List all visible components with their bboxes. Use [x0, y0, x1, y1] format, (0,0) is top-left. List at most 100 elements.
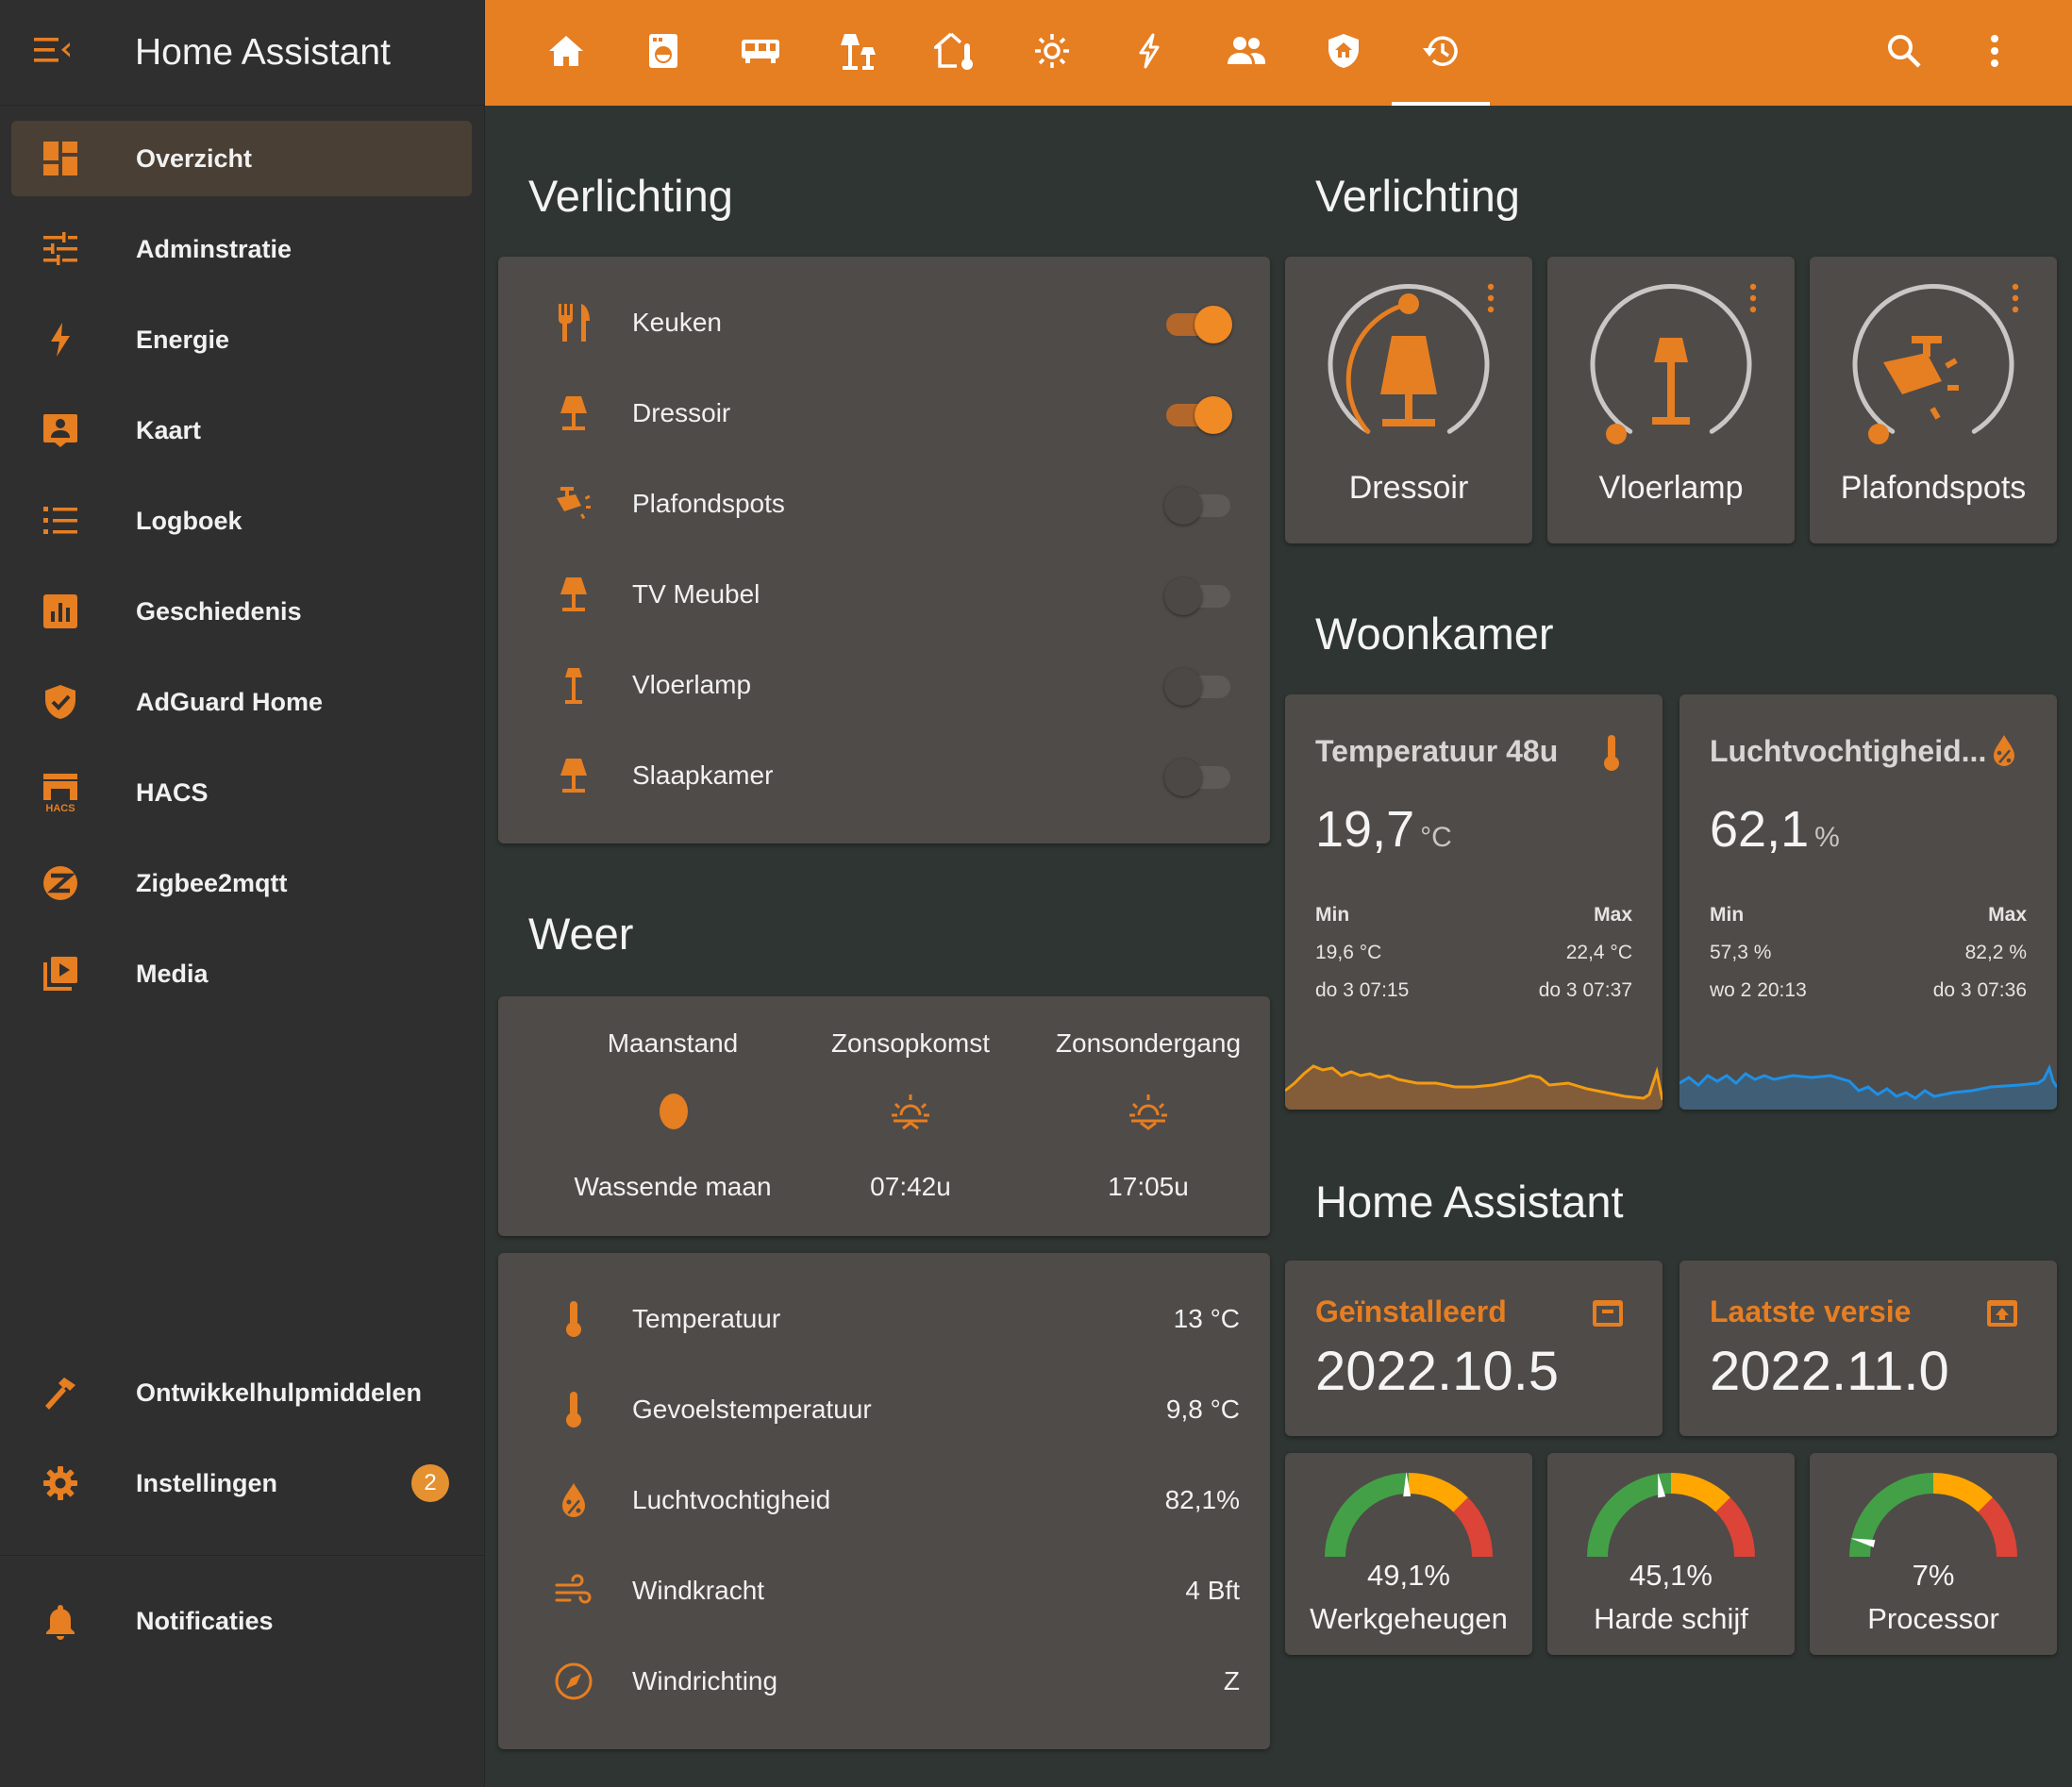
brightness-dial[interactable]	[1810, 257, 2057, 464]
toggle-switch[interactable]	[1164, 485, 1232, 525]
search-icon	[1885, 32, 1923, 75]
gauge-segment	[1587, 1473, 1672, 1558]
sidebar-item-notificaties[interactable]: Notificaties	[11, 1583, 472, 1659]
gauge-needle	[1403, 1472, 1412, 1497]
light-tile-vloerlamp[interactable]: Vloerlamp	[1547, 257, 1795, 543]
more-vertical-icon[interactable]	[1749, 283, 1757, 318]
sidebar-item-label: HACS	[136, 777, 209, 807]
glance-label: Zonsondergang	[1055, 1028, 1242, 1058]
brightness-dial[interactable]	[1547, 257, 1795, 464]
more-vertical-icon[interactable]	[1487, 283, 1495, 318]
gauge-dial	[1587, 1473, 1755, 1558]
menu-toggle-button[interactable]	[0, 0, 106, 106]
version-card-latest[interactable]: Laatste versie 2022.11.0	[1679, 1261, 2057, 1436]
sidebar-item-adguard-home[interactable]: AdGuard Home	[11, 664, 472, 740]
tab-sun[interactable]	[1003, 0, 1101, 106]
weather-glance-card: Maanstand Wassende maan Zonsopkomst 07:4…	[498, 996, 1270, 1236]
home-icon	[547, 32, 585, 75]
entity-name: Gevoelstemperatuur	[632, 1395, 872, 1424]
light-tile-dressoir[interactable]: Dressoir	[1285, 257, 1532, 543]
entity-row-gevoelstemperatuur[interactable]: Gevoelstemperatuur 9,8 °C	[498, 1364, 1270, 1455]
sidebar-item-energie[interactable]: Energie	[11, 302, 472, 377]
sidebar-item-adminstratie[interactable]: Adminstratie	[11, 211, 472, 287]
gauge-needle	[1850, 1538, 1876, 1547]
toggle-switch[interactable]	[1164, 666, 1232, 706]
entity-row-vloerlamp[interactable]: Vloerlamp	[498, 640, 1270, 730]
toggle-switch[interactable]	[1164, 757, 1232, 796]
entity-row-plafondspots[interactable]: Plafondspots	[498, 459, 1270, 549]
gear-icon	[19, 1464, 102, 1502]
entity-row-windrichting[interactable]: Windrichting Z	[498, 1636, 1270, 1727]
entity-row-keuken[interactable]: Keuken	[498, 277, 1270, 368]
sidebar-item-overzicht[interactable]: Overzicht	[11, 121, 472, 196]
sidebar-item-kaart[interactable]: Kaart	[11, 392, 472, 468]
toggle-switch[interactable]	[1164, 576, 1232, 615]
glance-label: Zonsopkomst	[830, 1028, 991, 1058]
sidebar-item-label: Media	[136, 959, 209, 988]
menu-open-icon	[34, 35, 72, 70]
sensor-card-temperatuur[interactable]: Temperatuur 48u 19,7 °C Min 19,6 °C do 3 07…	[1285, 694, 1663, 1110]
entity-row-temperatuur[interactable]: Temperatuur 13 °C	[498, 1274, 1270, 1364]
entity-name: TV Meubel	[632, 579, 760, 609]
water-percent-icon	[1989, 732, 2019, 775]
entity-row-tv-meubel[interactable]: TV Meubel	[498, 549, 1270, 640]
sidebar-item-media[interactable]: Media	[11, 936, 472, 1011]
sidebar-item-zigbee2mqtt[interactable]: Zigbee2mqtt	[11, 845, 472, 921]
compass-icon	[536, 1661, 611, 1702]
gauge-needle	[1658, 1473, 1666, 1498]
glance-value: 17:05u	[1108, 1172, 1189, 1201]
entity-value: 82,1%	[1164, 1485, 1240, 1514]
tab-washing-machine[interactable]	[614, 0, 712, 106]
more-vertical-icon[interactable]	[2012, 283, 2019, 318]
entity-value: 4 Bft	[1185, 1576, 1240, 1605]
water-percent-icon	[536, 1479, 611, 1521]
section-title-verlichting-right: Verlichting	[1315, 171, 1520, 221]
glance-label: Maanstand	[607, 1028, 739, 1058]
entity-value: 13 °C	[1173, 1304, 1240, 1333]
toggle-switch[interactable]	[1164, 394, 1232, 434]
sidebar-item-instellingen[interactable]: Instellingen 2	[11, 1445, 472, 1521]
entity-row-slaapkamer[interactable]: Slaapkamer	[498, 730, 1270, 821]
sidebar-item-label: AdGuard Home	[136, 687, 324, 716]
tab-home[interactable]	[517, 0, 615, 106]
tab-security[interactable]	[1295, 0, 1393, 106]
hammer-icon	[19, 1374, 102, 1411]
sidebar-item-hacs[interactable]: HACS HACS	[11, 755, 472, 830]
tab-kitchen[interactable]	[711, 0, 810, 106]
toggle-switch[interactable]	[1164, 304, 1232, 343]
tab-people[interactable]	[1197, 0, 1295, 106]
moon-icon	[555, 1091, 791, 1132]
light-tile-name: Plafondspots	[1840, 470, 2027, 506]
gauge-card-processor[interactable]: 7% Processor	[1810, 1453, 2057, 1655]
tab-lights[interactable]	[809, 0, 907, 106]
gauge-segment	[1408, 1473, 1468, 1512]
version-card-installed[interactable]: Geïnstalleerd 2022.10.5	[1285, 1261, 1663, 1436]
more-options-button[interactable]	[1949, 0, 2040, 106]
entity-row-luchtvochtigheid[interactable]: Luchtvochtigheid 82,1%	[498, 1455, 1270, 1545]
sensor-card-luchtvochtigheid[interactable]: Luchtvochtigheid... 62,1% Min 57,3 % wo 2 …	[1679, 694, 2057, 1110]
sidebar-item-label: Ontwikkelhulpmiddelen	[136, 1378, 423, 1407]
light-tile-plafondspots[interactable]: Plafondspots	[1810, 257, 2057, 543]
sidebar-item-logboek[interactable]: Logboek	[11, 483, 472, 559]
gauge-card-harde-schijf[interactable]: 45,1% Harde schijf	[1547, 1453, 1795, 1655]
history-icon	[1420, 32, 1462, 75]
entity-name: Windrichting	[632, 1666, 778, 1695]
gauge-value: 7%	[1912, 1559, 1955, 1592]
tab-climate[interactable]	[906, 0, 1004, 106]
gauge-segment	[1670, 1473, 1730, 1512]
sidebar-item-label: Adminstratie	[136, 234, 292, 263]
section-title-weer: Weer	[528, 909, 634, 959]
brightness-dial[interactable]	[1285, 257, 1532, 464]
search-button[interactable]	[1859, 0, 1949, 106]
sensor-name: Temperatuur 48u	[1315, 734, 1559, 768]
entity-row-dressoir[interactable]: Dressoir	[498, 368, 1270, 459]
tab-history[interactable]	[1392, 0, 1490, 106]
entity-row-windkracht[interactable]: Windkracht 4 Bft	[498, 1545, 1270, 1636]
sidebar-item-ontwikkelhulpmiddelen[interactable]: Ontwikkelhulpmiddelen	[11, 1355, 472, 1430]
tab-energy[interactable]	[1100, 0, 1198, 106]
app-title: Home Assistant	[135, 31, 391, 73]
sensor-min: Min 57,3 % wo 2 20:13	[1710, 904, 1807, 1001]
gauge-card-werkgeheugen[interactable]: 49,1% Werkgeheugen	[1285, 1453, 1532, 1655]
sidebar-item-geschiedenis[interactable]: Geschiedenis	[11, 574, 472, 649]
light-tile-name: Dressoir	[1348, 470, 1469, 506]
